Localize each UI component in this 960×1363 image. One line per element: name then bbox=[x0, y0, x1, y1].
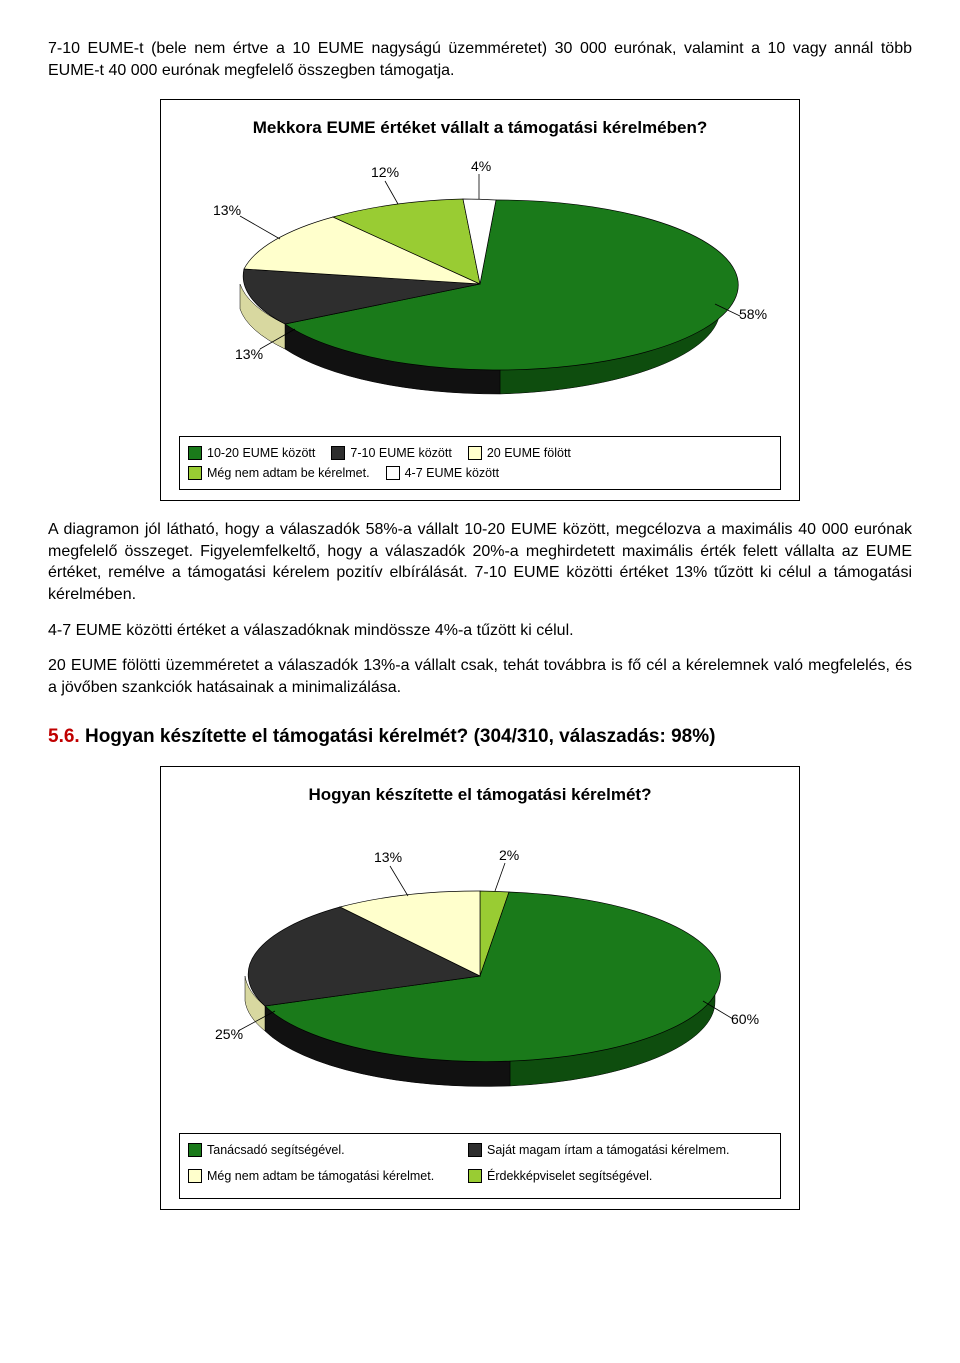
legend-swatch bbox=[468, 1169, 482, 1183]
chart-1-legend: 10-20 EUME között 7-10 EUME között 20 EU… bbox=[179, 436, 781, 490]
legend-text: Még nem adtam be kérelmet. bbox=[207, 463, 370, 483]
legend-text: 4-7 EUME között bbox=[405, 463, 499, 483]
legend-item: Saját magam írtam a támogatási kérelmem. bbox=[468, 1140, 748, 1160]
legend-text: 20 EUME fölött bbox=[487, 443, 571, 463]
legend-text: Saját magam írtam a támogatási kérelmem. bbox=[487, 1140, 729, 1160]
legend-item: 10-20 EUME között bbox=[188, 443, 315, 463]
chart-2-title: Hogyan készítette el támogatási kérelmét… bbox=[179, 785, 781, 805]
legend-item: Tanácsadó segítségével. bbox=[188, 1140, 468, 1160]
chart-1-pie-area: 12% 4% 13% 13% 58% bbox=[179, 154, 781, 424]
paragraph-2: A diagramon jól látható, hogy a válaszad… bbox=[48, 519, 912, 605]
legend-swatch bbox=[188, 1143, 202, 1157]
paragraph-3: 4-7 EUME közötti értéket a válaszadóknak… bbox=[48, 620, 912, 642]
legend-swatch bbox=[468, 446, 482, 460]
legend-item: Még nem adtam be kérelmet. bbox=[188, 463, 370, 483]
section-5-6-heading: 5.6. Hogyan készítette el támogatási kér… bbox=[48, 726, 912, 748]
legend-text: Tanácsadó segítségével. bbox=[207, 1140, 345, 1160]
legend-item: Érdekképviselet segítségével. bbox=[468, 1166, 748, 1186]
legend-text: 7-10 EUME között bbox=[350, 443, 451, 463]
chart-2-pie-area: 13% 2% 25% 60% bbox=[179, 821, 781, 1121]
legend-swatch bbox=[188, 446, 202, 460]
label-13: 13% bbox=[374, 849, 402, 865]
section-number: 5.6. bbox=[48, 726, 80, 747]
chart-1-title: Mekkora EUME értéket vállalt a támogatás… bbox=[179, 118, 781, 138]
legend-swatch bbox=[188, 466, 202, 480]
legend-text: Még nem adtam be támogatási kérelmet. bbox=[207, 1166, 434, 1186]
chart-2-legend: Tanácsadó segítségével. Saját magam írta… bbox=[179, 1133, 781, 1199]
legend-item: 20 EUME fölött bbox=[468, 443, 571, 463]
paragraph-4: 20 EUME fölötti üzemméretet a válaszadók… bbox=[48, 655, 912, 698]
legend-swatch bbox=[468, 1143, 482, 1157]
legend-text: 10-20 EUME között bbox=[207, 443, 315, 463]
legend-swatch bbox=[331, 446, 345, 460]
section-title: Hogyan készítette el támogatási kérelmét… bbox=[85, 726, 715, 747]
label-12: 12% bbox=[371, 164, 399, 180]
label-2: 2% bbox=[499, 847, 519, 863]
legend-swatch bbox=[386, 466, 400, 480]
label-25: 25% bbox=[215, 1026, 243, 1042]
legend-item: Még nem adtam be támogatási kérelmet. bbox=[188, 1166, 468, 1186]
legend-item: 7-10 EUME között bbox=[331, 443, 451, 463]
label-13b: 13% bbox=[235, 346, 263, 362]
legend-item: 4-7 EUME között bbox=[386, 463, 499, 483]
legend-text: Érdekképviselet segítségével. bbox=[487, 1166, 652, 1186]
label-4: 4% bbox=[471, 158, 491, 174]
intro-paragraph: 7-10 EUME-t (bele nem értve a 10 EUME na… bbox=[48, 38, 912, 81]
label-58: 58% bbox=[739, 306, 767, 322]
chart-1-frame: Mekkora EUME értéket vállalt a támogatás… bbox=[160, 99, 800, 501]
label-60: 60% bbox=[731, 1011, 759, 1027]
label-13a: 13% bbox=[213, 202, 241, 218]
chart-2-frame: Hogyan készítette el támogatási kérelmét… bbox=[160, 766, 800, 1210]
legend-swatch bbox=[188, 1169, 202, 1183]
